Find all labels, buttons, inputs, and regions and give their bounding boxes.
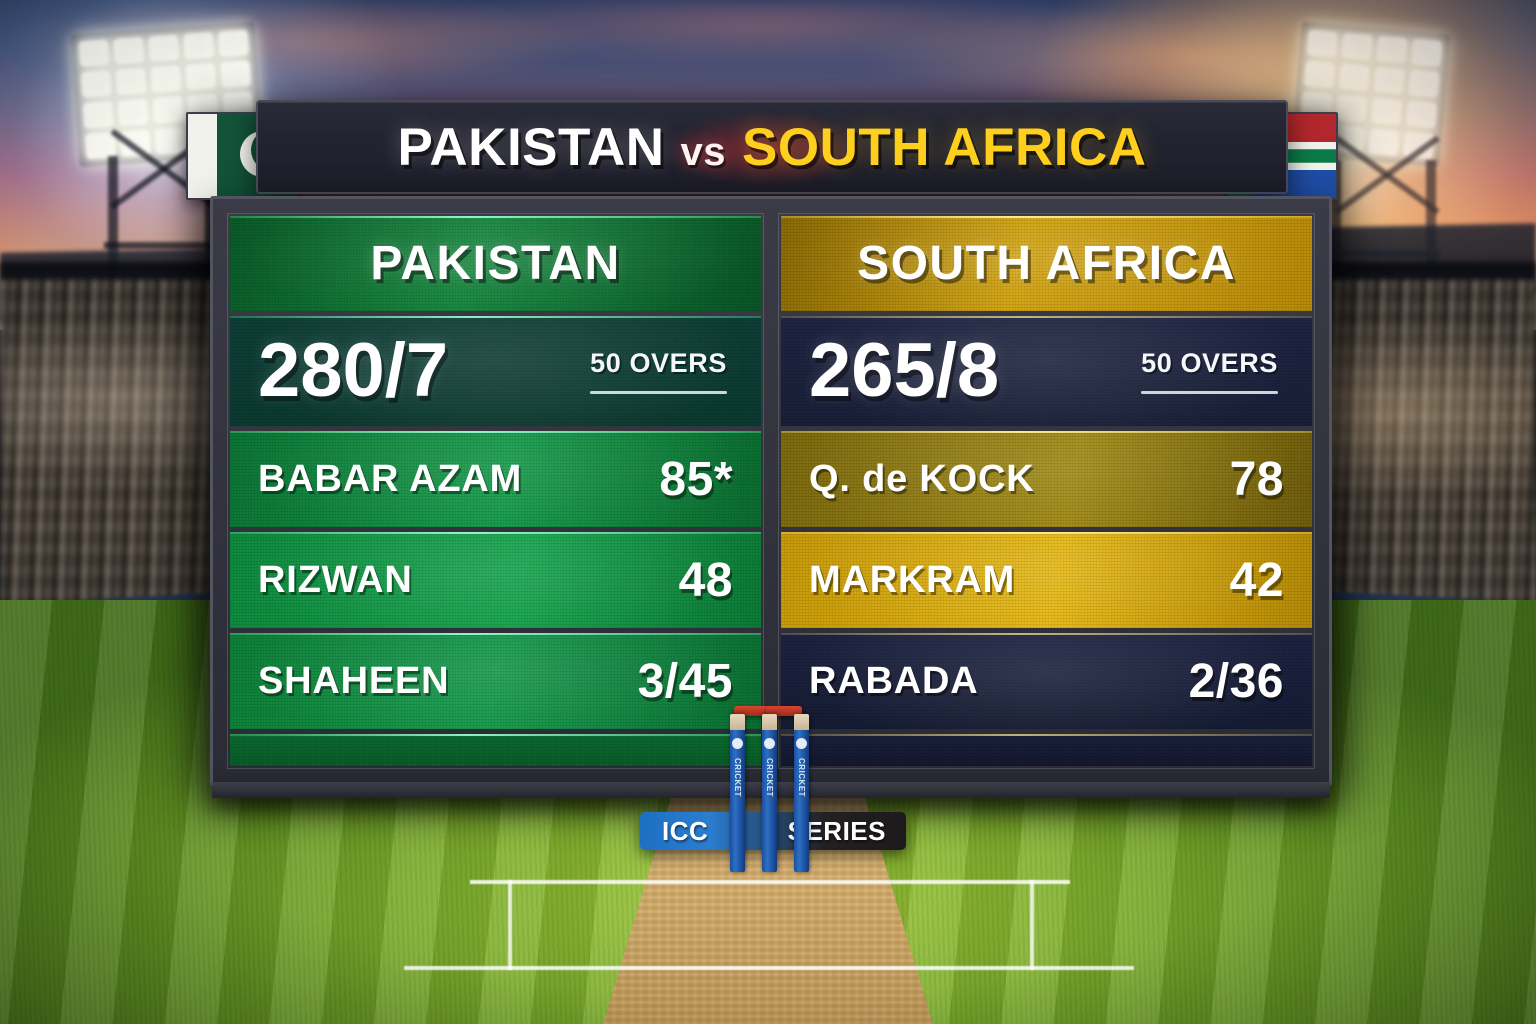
stump-1: CRICKET bbox=[730, 714, 745, 872]
south-africa-player-0-name: Q. de KOCK bbox=[809, 457, 1035, 500]
bail-right bbox=[766, 706, 802, 716]
scoreboard: PAKISTAN 280/7 50 OVERS BABAR AZAM 85* R… bbox=[210, 196, 1332, 786]
south-africa-player-2-name: RABADA bbox=[809, 659, 979, 702]
stump-brand-1: CRICKET bbox=[733, 758, 742, 798]
pakistan-player-1-name: RIZWAN bbox=[258, 558, 413, 601]
cricket-stumps: CRICKET CRICKET CRICKET bbox=[728, 700, 812, 872]
banner-glow bbox=[638, 102, 898, 192]
series-banner-left-text: ICC bbox=[662, 815, 709, 846]
pakistan-score-row: 280/7 50 OVERS bbox=[230, 316, 761, 426]
banner-team-left: PAKISTAN bbox=[397, 117, 665, 177]
pakistan-player-0-name: BABAR AZAM bbox=[258, 457, 523, 500]
south-africa-player-0-value: 78 bbox=[1229, 452, 1284, 506]
pakistan-player-0-value: 85* bbox=[659, 452, 733, 506]
stump-2: CRICKET bbox=[762, 714, 777, 872]
banner-team-right: SOUTH AFRICA bbox=[742, 117, 1147, 177]
pakistan-header-row: PAKISTAN bbox=[230, 216, 761, 311]
table-row: RIZWAN 48 bbox=[230, 532, 761, 628]
pakistan-player-1-value: 48 bbox=[678, 553, 733, 607]
table-row: MARKRAM 42 bbox=[781, 532, 1312, 628]
pakistan-player-2-value: 3/45 bbox=[637, 654, 733, 708]
south-africa-empty-row bbox=[781, 734, 1312, 766]
stump-3: CRICKET bbox=[794, 714, 809, 872]
south-africa-player-1-name: MARKRAM bbox=[809, 558, 1016, 601]
stump-brand-2: CRICKET bbox=[765, 758, 774, 798]
pakistan-overs-underline bbox=[590, 391, 727, 394]
pakistan-overs: 50 OVERS bbox=[590, 348, 727, 378]
banner-vs: vs bbox=[680, 129, 727, 174]
panel-south-africa: SOUTH AFRICA 265/8 50 OVERS Q. de KOCK 7… bbox=[778, 213, 1315, 769]
pakistan-team-name: PAKISTAN bbox=[370, 237, 621, 290]
table-row: SHAHEEN 3/45 bbox=[230, 633, 761, 729]
stump-brand-3: CRICKET bbox=[797, 758, 806, 798]
south-africa-player-1-value: 42 bbox=[1229, 553, 1284, 607]
south-africa-team-name: SOUTH AFRICA bbox=[857, 237, 1236, 290]
popping-crease bbox=[470, 880, 1070, 884]
table-row: RABADA 2/36 bbox=[781, 633, 1312, 729]
return-crease-left bbox=[508, 880, 512, 970]
south-africa-player-2-value: 2/36 bbox=[1188, 654, 1284, 708]
south-africa-overs: 50 OVERS bbox=[1141, 348, 1278, 378]
table-row: Q. de KOCK 78 bbox=[781, 431, 1312, 527]
crease-line bbox=[404, 966, 1134, 970]
south-africa-score-row: 265/8 50 OVERS bbox=[781, 316, 1312, 426]
pakistan-player-2-name: SHAHEEN bbox=[258, 659, 450, 702]
panel-pakistan: PAKISTAN 280/7 50 OVERS BABAR AZAM 85* R… bbox=[227, 213, 764, 769]
pakistan-score: 280/7 bbox=[258, 328, 449, 413]
table-row: BABAR AZAM 85* bbox=[230, 431, 761, 527]
bail-left bbox=[734, 706, 770, 716]
south-africa-overs-underline bbox=[1141, 391, 1278, 394]
south-africa-score: 265/8 bbox=[809, 328, 1000, 413]
return-crease-right bbox=[1030, 880, 1034, 970]
pakistan-empty-row bbox=[230, 734, 761, 766]
match-title-banner: PAKISTAN vs SOUTH AFRICA bbox=[256, 100, 1288, 194]
south-africa-header-row: SOUTH AFRICA bbox=[781, 216, 1312, 311]
